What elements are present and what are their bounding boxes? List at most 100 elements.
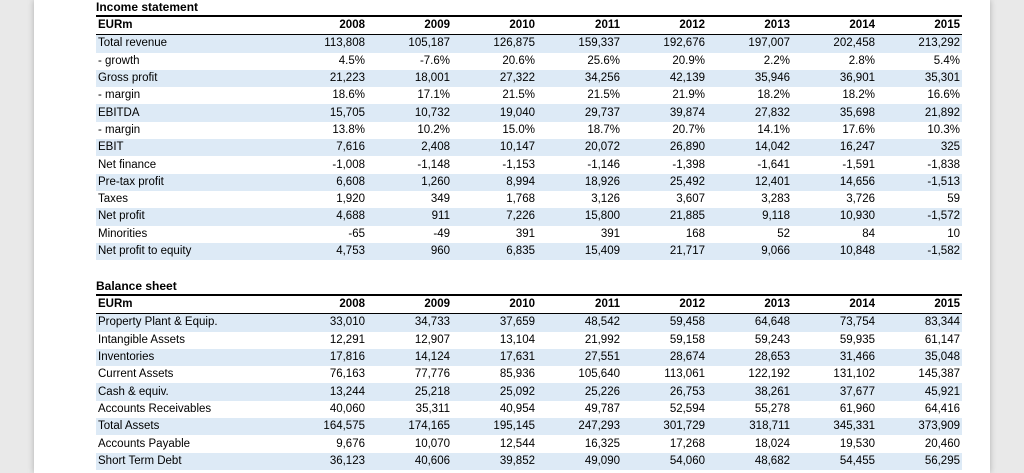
table-cell: 12,291	[282, 331, 367, 349]
table-cell: 59,243	[707, 331, 792, 349]
table-row: Cash & equiv. 13,244 25,218 25,092 25,226 26,…	[96, 383, 962, 401]
table-cell: 10.3%	[877, 121, 962, 140]
table-cell: 105,187	[367, 34, 452, 53]
table-row: Accounts Receivables 40,060 35,311 40,954 49…	[96, 400, 962, 419]
table-cell: 192,676	[622, 34, 707, 53]
table-cell: 48,682	[707, 452, 792, 470]
table-cell: 18,926	[537, 173, 622, 191]
table-cell: 1,920	[282, 190, 367, 209]
table-cell: -65	[282, 225, 367, 243]
table-cell: 42,139	[622, 69, 707, 88]
table-cell: 21,885	[622, 208, 707, 226]
table-cell: -1,582	[877, 242, 962, 261]
year-header: 2008	[339, 19, 365, 32]
row-label: Total revenue	[96, 34, 282, 53]
table-cell: 18.2%	[792, 87, 877, 105]
table-cell: 3,126	[537, 190, 622, 209]
table-cell: 29,737	[537, 104, 622, 122]
table-row: EBIT 7,616 2,408 10,147 20,072 26,890 14,042 16…	[96, 139, 962, 157]
table-cell: 19,530	[792, 435, 877, 453]
table-cell: 20.6%	[452, 52, 537, 70]
table-cell: 25,218	[367, 383, 452, 401]
row-label: Accounts Receivables	[96, 400, 282, 419]
table-cell: 145,387	[877, 366, 962, 384]
table-cell: 34,256	[537, 69, 622, 88]
table-cell: 18.7%	[537, 121, 622, 140]
table-cell: 9,676	[282, 435, 367, 453]
table-cell: 373,909	[877, 418, 962, 436]
table-cell: -1,572	[877, 208, 962, 226]
table-cell: 6,835	[452, 242, 537, 261]
row-label: Taxes	[96, 190, 282, 209]
table-cell: -1,008	[282, 156, 367, 174]
table-row: Accounts Payable 9,676 10,070 12,544 16,325 1…	[96, 435, 962, 453]
year-header: 2015	[934, 19, 960, 32]
table-cell: 197,007	[707, 34, 792, 53]
table-cell: 84	[792, 225, 877, 243]
table-cell: 12,401	[707, 173, 792, 191]
row-label: Cash & equiv.	[96, 383, 282, 401]
table-cell: 18.2%	[707, 87, 792, 105]
table-row: Intangible Assets 12,291 12,907 13,104 21,99…	[96, 331, 962, 349]
table-cell: 64,648	[707, 313, 792, 332]
table-cell: 49,090	[537, 452, 622, 470]
table-row: - margin 18.6% 17.1% 21.5% 21.5% 21.9% 18.2% 18…	[96, 87, 962, 105]
balance-sheet-section: Balance sheet EURm 2008 2009 2010 2011 2012 20…	[96, 279, 962, 470]
table-row: Short Term Debt 36,123 40,606 39,852 49,090 5…	[96, 452, 962, 470]
table-cell: 21,892	[877, 104, 962, 122]
table-cell: 13,104	[452, 331, 537, 349]
table-cell: 17.6%	[792, 121, 877, 140]
table-cell: 9,118	[707, 208, 792, 226]
table-cell: 83,344	[877, 313, 962, 332]
table-cell: 10.2%	[367, 121, 452, 140]
header-row: EURm200820092010201120122013201420152016	[96, 17, 962, 35]
table-cell: 26,753	[622, 383, 707, 401]
table-cell: 18,001	[367, 69, 452, 88]
table-cell: -1,153	[452, 156, 537, 174]
row-label: - margin	[96, 121, 282, 140]
year-header: 2009	[424, 298, 450, 311]
table-cell: 25,226	[537, 383, 622, 401]
row-label: Current Assets	[96, 366, 282, 384]
table-cell: 113,808	[282, 34, 367, 53]
table-cell: 37,677	[792, 383, 877, 401]
table-cell: 35,311	[367, 400, 452, 419]
row-label: Short Term Debt	[96, 452, 282, 470]
table-cell: 349	[367, 190, 452, 209]
table-row: Taxes 1,920 349 1,768 3,126 3,607 3,283 3,726 59…	[96, 190, 962, 209]
table-row: - margin 13.8% 10.2% 15.0% 18.7% 20.7% 14.1% 17…	[96, 121, 962, 140]
table-cell: 85,936	[452, 366, 537, 384]
row-label: EBIT	[96, 139, 282, 157]
table-cell: 21.5%	[537, 87, 622, 105]
row-label: Intangible Assets	[96, 331, 282, 349]
table-cell: 14,656	[792, 173, 877, 191]
year-header: 2012	[679, 298, 705, 311]
row-label: - margin	[96, 87, 282, 105]
table-cell: 59,158	[622, 331, 707, 349]
table-cell: 55,278	[707, 400, 792, 419]
table-cell: 195,145	[452, 418, 537, 436]
table-cell: 39,852	[452, 452, 537, 470]
year-header: 2010	[509, 19, 535, 32]
table-row: Net finance -1,008 -1,148 -1,153 -1,146 -1,39…	[96, 156, 962, 174]
table-cell: -1,148	[367, 156, 452, 174]
table-cell: 301,729	[622, 418, 707, 436]
table-cell: 126,875	[452, 34, 537, 53]
table-cell: 1,260	[367, 173, 452, 191]
table-cell: 7,616	[282, 139, 367, 157]
table-cell: -1,146	[537, 156, 622, 174]
table-cell: 39,874	[622, 104, 707, 122]
table-cell: 37,659	[452, 313, 537, 332]
table-cell: 17,816	[282, 348, 367, 367]
table-cell: 59,458	[622, 313, 707, 332]
year-header: 2008	[339, 298, 365, 311]
table-cell: 213,292	[877, 34, 962, 53]
table-cell: 21.5%	[452, 87, 537, 105]
table-cell: 2,408	[367, 139, 452, 157]
table-cell: 33,010	[282, 313, 367, 332]
year-header: 2012	[679, 19, 705, 32]
table-cell: 21,992	[537, 331, 622, 349]
row-label: Pre-tax profit	[96, 173, 282, 191]
income-statement-section: Income statement EURm 2008 2009 2010 2011 201…	[96, 0, 962, 261]
year-header: 2014	[849, 298, 875, 311]
